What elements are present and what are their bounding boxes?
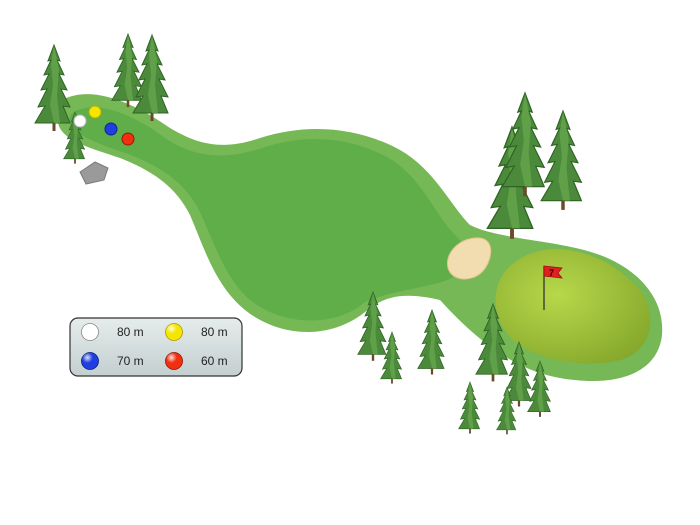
legend-red-distance: 60 m (201, 354, 228, 368)
conifer-tree-icon (540, 110, 582, 211)
tee-distance-legend: 80 m 80 m 70 m 60 m (69, 317, 243, 377)
tee-yellow (88, 105, 102, 119)
conifer-tree-icon (458, 381, 480, 434)
legend-white-distance: 80 m (117, 325, 144, 339)
tee-red (121, 132, 135, 146)
putting-green (495, 248, 651, 364)
conifer-tree-icon (417, 309, 445, 375)
rock-icon (79, 161, 109, 185)
tee-markers (73, 105, 135, 146)
tee-white (73, 114, 87, 128)
legend-blue-distance: 70 m (117, 354, 144, 368)
fairway (69, 107, 469, 321)
tee-blue (104, 122, 118, 136)
legend-box (69, 317, 243, 377)
sand-bunker (446, 237, 492, 280)
pin-flag-icon: 7 (543, 265, 563, 310)
conifer-tree-icon (132, 34, 169, 122)
legend-yellow-distance: 80 m (201, 325, 228, 339)
hole-number: 7 (549, 268, 554, 278)
conifer-tree-icon (34, 44, 71, 132)
